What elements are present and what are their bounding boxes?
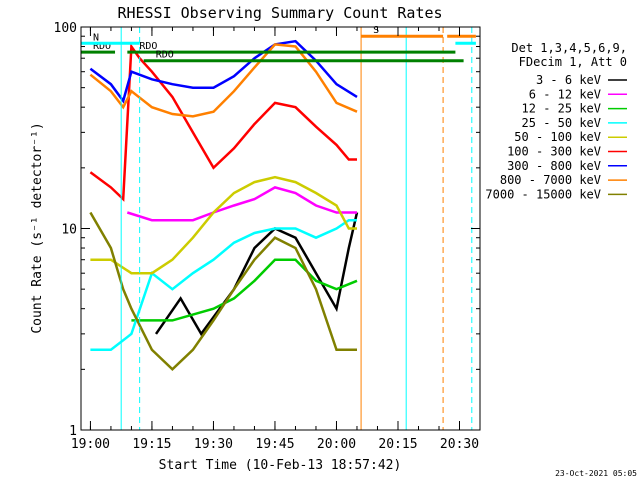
y-tick-label: 1: [69, 424, 77, 439]
legend-entry-label: 50 - 100 keV: [514, 130, 601, 144]
y-tick-label: 10: [61, 223, 77, 238]
series-line: [89, 39, 358, 104]
footer-date: 23-Oct-2021 05:05: [555, 469, 637, 478]
plot-data-layer: [89, 39, 359, 372]
series-line: [90, 218, 357, 352]
series-line: [89, 43, 358, 118]
y-axis-label: Count Rate (s⁻¹ detector⁻¹): [30, 122, 45, 333]
x-tick-label: 19:00: [71, 437, 110, 452]
legend-entry-label: 7000 - 15000 keV: [485, 187, 601, 201]
legend-entry-label: 300 - 800 keV: [507, 159, 601, 173]
legend-entry-label: 800 - 7000 keV: [500, 173, 601, 187]
status-marker-label: RDO: [93, 41, 111, 52]
status-marker-label: RDO: [156, 50, 174, 61]
x-tick-label: 19:15: [132, 437, 171, 452]
legend-header-line-1: Det 1,3,4,5,6,9,: [511, 41, 627, 55]
series-line: [90, 175, 357, 275]
x-tick-label: 19:45: [255, 437, 294, 452]
legend-entry-label: 3 - 6 keV: [536, 73, 601, 87]
legend-entry-label: 25 - 50 keV: [522, 116, 601, 130]
x-tick-label: 20:00: [317, 437, 356, 452]
series-line: [131, 258, 358, 322]
x-axis-label: Start Time (10-Feb-13 18:57:42): [159, 458, 402, 473]
status-marker-label: S: [373, 25, 379, 36]
x-axis: 19:00 19:15 19:30 19:45 20:00 20:15 20:30: [71, 27, 481, 452]
status-marker-label: RDO: [139, 41, 157, 52]
status-marker-label: N: [93, 32, 99, 43]
legend-entry-label: 12 - 25 keV: [522, 102, 601, 116]
series-line: [126, 186, 357, 222]
chart-title: RHESSI Observing Summary Count Rates: [117, 4, 442, 22]
series-line: [89, 211, 357, 372]
x-tick-label: 20:30: [440, 437, 479, 452]
series-line: [89, 42, 357, 202]
y-tick-label: 100: [54, 21, 77, 36]
legend-entry-label: 100 - 300 keV: [507, 145, 601, 159]
y-axis: 1 10 100: [54, 21, 480, 439]
legend-entry-label: 6 - 12 keV: [529, 87, 601, 101]
legend: Det 1,3,4,5,6,9, FDecim 1, Att 0 3 - 6 k…: [485, 41, 627, 201]
legend-header-line-2: FDecim 1, Att 0: [519, 55, 627, 69]
x-tick-label: 20:15: [378, 437, 417, 452]
x-tick-label: 19:30: [194, 437, 233, 452]
